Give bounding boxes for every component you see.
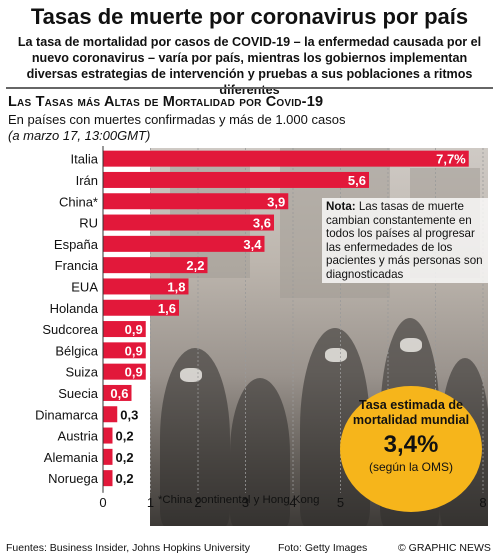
bar-6 bbox=[103, 278, 189, 295]
note-text: Las tasas de muerte cambian constantemen… bbox=[326, 200, 483, 281]
chart-title: Las Tasas más Altas de Mortalidad por Co… bbox=[8, 94, 324, 110]
data-label: 7,7% bbox=[436, 152, 466, 167]
badge-source: (según la OMS) bbox=[368, 460, 454, 474]
category-label: RU bbox=[79, 216, 98, 231]
category-label: Dinamarca bbox=[35, 407, 99, 422]
category-label: Irán bbox=[76, 173, 98, 188]
data-label: 0,9 bbox=[125, 365, 143, 380]
bar-14 bbox=[103, 448, 113, 465]
data-label: 0,9 bbox=[125, 322, 143, 337]
data-label: 5,6 bbox=[348, 173, 366, 188]
category-label: Alemania bbox=[44, 450, 99, 465]
x-tick-label: 5 bbox=[337, 495, 344, 510]
global-rate-badge: Tasa estimada de mortalidad mundial 3,4%… bbox=[340, 386, 482, 512]
category-label: Austria bbox=[58, 429, 99, 444]
badge-value: 3,4% bbox=[383, 431, 439, 458]
data-label: 0,6 bbox=[110, 386, 128, 401]
page-title: Tasas de muerte por coronavirus por país bbox=[30, 4, 469, 29]
bar-15 bbox=[103, 470, 113, 487]
bar-2 bbox=[103, 193, 289, 210]
footer-photo-credit: Foto: Getty Images bbox=[278, 542, 368, 554]
data-label: 3,6 bbox=[253, 216, 271, 231]
data-label: 2,2 bbox=[186, 258, 204, 273]
category-label: Holanda bbox=[50, 301, 99, 316]
bar-3 bbox=[103, 214, 274, 231]
footer-sources: Fuentes: Business Insider, Johns Hopkins… bbox=[6, 542, 250, 554]
data-label: 0,2 bbox=[116, 429, 134, 444]
bar-0 bbox=[103, 150, 469, 167]
bar-9 bbox=[103, 342, 146, 359]
category-label: Italia bbox=[71, 152, 99, 167]
bar-7 bbox=[103, 299, 179, 316]
bar-10 bbox=[103, 363, 146, 380]
data-label: 0,3 bbox=[120, 407, 138, 422]
divider bbox=[6, 87, 493, 89]
bar-5 bbox=[103, 257, 208, 274]
category-label: EUA bbox=[71, 279, 98, 294]
category-label: Bélgica bbox=[55, 343, 98, 358]
data-label: 0,9 bbox=[125, 343, 143, 358]
category-label: Suecia bbox=[58, 386, 99, 401]
chart-note: Nota: Las tasas de muerte cambian consta… bbox=[322, 198, 492, 283]
bar-1 bbox=[103, 171, 369, 188]
data-label: 1,8 bbox=[167, 279, 185, 294]
note-label: Nota: bbox=[326, 200, 356, 213]
badge-label: Tasa estimada de mortalidad mundial bbox=[352, 398, 470, 427]
category-label: Sudcorea bbox=[42, 322, 98, 337]
chart-date: (a marzo 17, 13:00GMT) bbox=[8, 128, 151, 143]
x-tick-label: 1 bbox=[147, 495, 154, 510]
x-tick-label: 0 bbox=[99, 495, 106, 510]
category-label: Suiza bbox=[65, 365, 98, 380]
category-label: China* bbox=[59, 194, 98, 209]
category-label: España bbox=[54, 237, 99, 252]
chart-subtitle: En países con muertes confirmadas y más … bbox=[8, 112, 346, 127]
x-tick-label: 3 bbox=[242, 495, 249, 510]
x-tick-label: 8 bbox=[479, 495, 486, 510]
data-label: 3,4 bbox=[243, 237, 262, 252]
x-tick-label: 2 bbox=[194, 495, 201, 510]
bar-8 bbox=[103, 321, 146, 338]
category-label: Noruega bbox=[48, 471, 99, 486]
data-label: 1,6 bbox=[158, 301, 176, 316]
footer-copyright: © GRAPHIC NEWS bbox=[398, 542, 491, 554]
intro-text: La tasa de mortalidad por casos de COVID… bbox=[17, 35, 482, 97]
footnote: *China continental y Hong Kong bbox=[158, 494, 320, 506]
data-label: 0,2 bbox=[116, 471, 134, 486]
bar-13 bbox=[103, 427, 113, 444]
x-tick-label: 4 bbox=[289, 495, 296, 510]
category-label: Francia bbox=[55, 258, 99, 273]
bar-11 bbox=[103, 384, 132, 401]
bar-4 bbox=[103, 235, 265, 252]
data-label: 0,2 bbox=[116, 450, 134, 465]
data-label: 3,9 bbox=[267, 194, 285, 209]
bar-12 bbox=[103, 406, 118, 423]
